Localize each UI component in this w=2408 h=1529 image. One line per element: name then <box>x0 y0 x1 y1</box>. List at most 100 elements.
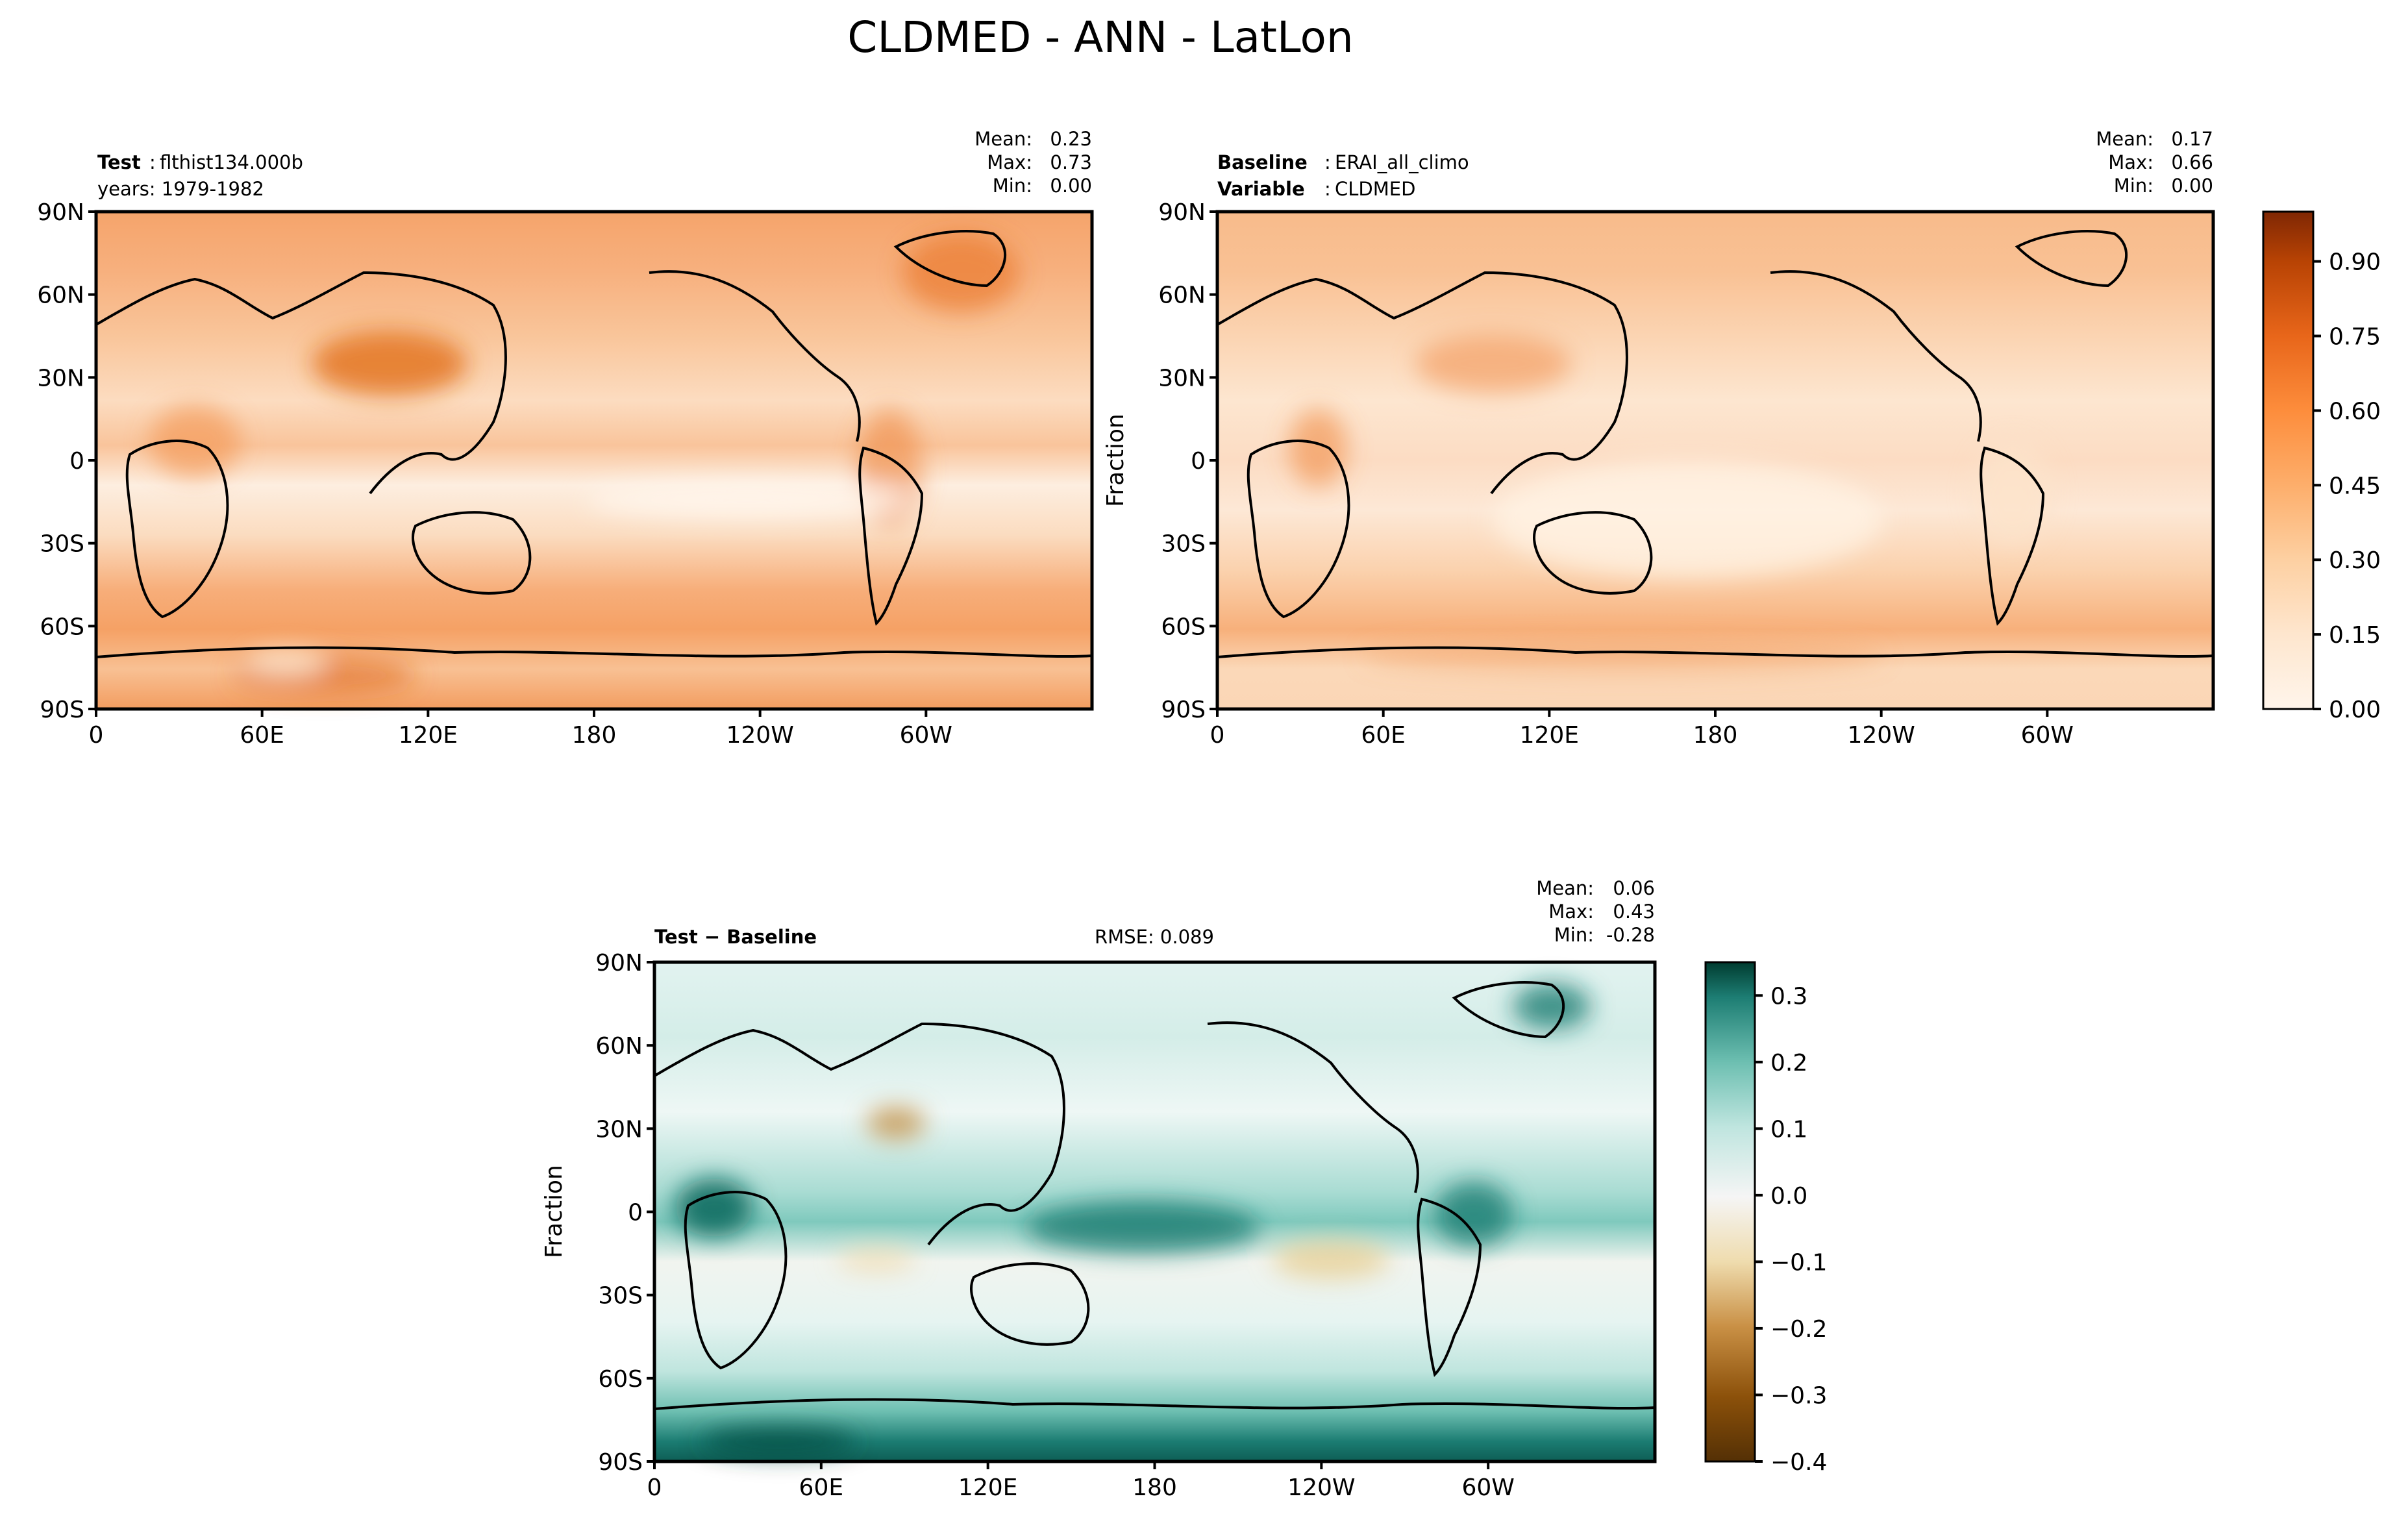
baseline-ytick-label: 0 <box>1191 448 1206 475</box>
baseline-min-label: Min: <box>2114 175 2154 197</box>
difference-xtick-label: 0 <box>647 1474 662 1501</box>
test-max-value: 0.73 <box>1050 151 1092 173</box>
sequential-colorbar-tick-label: 0.60 <box>2329 398 2381 425</box>
diverging-colorbar-tick-label: 0.1 <box>1770 1116 1807 1143</box>
variable-label-value: CLDMED <box>1335 178 1415 200</box>
diverging-colorbar-tick-label: −0.4 <box>1770 1449 1827 1476</box>
baseline-ytick-label: 60N <box>1158 282 1206 309</box>
diverging-colorbar <box>1704 961 1756 1463</box>
baseline-field-features <box>1289 334 2052 672</box>
sequential-colorbar-ticks: 0.00 0.15 0.30 0.45 0.60 0.75 0.90 <box>2313 249 2381 723</box>
test-xtick-label: 60W <box>900 722 952 749</box>
diverging-colorbar-tick-label: −0.2 <box>1770 1316 1827 1343</box>
difference-field-features <box>675 984 1591 1456</box>
difference-coastlines <box>654 981 1656 1410</box>
test-ytick-label: 90S <box>40 697 84 723</box>
baseline-mean-value: 0.17 <box>2171 128 2213 150</box>
difference-ytick-label: 90N <box>595 950 643 976</box>
difference-ytick-label: 60N <box>595 1033 643 1060</box>
difference-ytick-label: 30N <box>595 1116 643 1143</box>
difference-xtick-label: 60W <box>1461 1474 1514 1501</box>
difference-min-value: -0.28 <box>1606 924 1655 946</box>
baseline-xtick-label: 120W <box>1848 722 1915 749</box>
difference-axes: 0 60E 120E 180 120W 60W 90N 60N 30N 0 30S 60S 90S <box>595 950 1515 1501</box>
baseline-xtick-label: 60E <box>1361 722 1406 749</box>
baseline-xtick-label: 60W <box>2021 722 2074 749</box>
diverging-colorbar-tick-label: 0.2 <box>1770 1050 1807 1076</box>
baseline-coastlines <box>1217 230 2214 658</box>
difference-ytick-label: 90S <box>598 1449 643 1476</box>
panel-test: 0 60E 120E 180 120W 60W 90N 60N 30N 0 30S 60S 90S Te… <box>37 128 1094 749</box>
sequential-colorbar-tick-label: 0.75 <box>2329 324 2381 351</box>
test-coastlines <box>95 230 1093 658</box>
difference-max-label: Max: <box>1548 901 1594 923</box>
baseline-field-background <box>1217 212 2213 709</box>
difference-label-bold: Test − Baseline <box>654 926 817 948</box>
panel-difference: 0 60E 120E 180 120W 60W 90N 60N 30N 0 30S 60S 90S Fr… <box>541 877 1827 1501</box>
baseline-label-bold: Baseline <box>1217 151 1308 173</box>
baseline-ytick-label: 90N <box>1158 199 1206 226</box>
difference-xtick-label: 60E <box>799 1474 844 1501</box>
baseline-map-field <box>1217 212 2214 709</box>
test-ytick-label: 0 <box>69 448 84 475</box>
difference-xtick-label: 120W <box>1287 1474 1355 1501</box>
test-years-label: years: 1979-1982 <box>97 178 264 200</box>
baseline-ytick-label: 90S <box>1161 697 1206 723</box>
baseline-min-value: 0.00 <box>2171 175 2213 197</box>
baseline-xtick-label: 0 <box>1210 722 1225 749</box>
sequential-colorbar-tick-label: 0.45 <box>2329 473 2381 499</box>
test-xtick-label: 120E <box>399 722 458 749</box>
test-label-bold: Test <box>97 151 141 173</box>
difference-xtick-label: 120E <box>958 1474 1017 1501</box>
test-label-value: flthist134.000b <box>160 151 303 173</box>
test-field-features <box>149 234 1019 693</box>
diverging-colorbar-tick-label: −0.3 <box>1770 1382 1827 1409</box>
test-ytick-label: 60N <box>37 282 84 309</box>
baseline-ytick-label: 30N <box>1158 365 1206 392</box>
test-xtick-label: 0 <box>89 722 104 749</box>
baseline-ytick-label: 30S <box>1161 531 1206 558</box>
baseline-ylabel: Fraction <box>1102 414 1129 507</box>
difference-ytick-label: 60S <box>598 1366 643 1393</box>
difference-ylabel: Fraction <box>541 1165 567 1258</box>
figure-title: CLDMED - ANN - LatLon <box>847 12 1354 62</box>
baseline-ytick-label: 60S <box>1161 614 1206 640</box>
diverging-colorbar-ticks: 0.3 0.2 0.1 0.0 −0.1 −0.2 −0.3 −0.4 <box>1755 983 1827 1476</box>
baseline-xtick-label: 180 <box>1693 722 1738 749</box>
test-ytick-label: 30S <box>40 531 84 558</box>
difference-ytick-label: 30S <box>598 1283 643 1310</box>
test-xtick-label: 60E <box>240 722 284 749</box>
sequential-colorbar <box>2262 210 2315 710</box>
baseline-max-label: Max: <box>2108 151 2154 173</box>
test-mean-value: 0.23 <box>1050 128 1092 150</box>
panel-baseline: 0 60E 120E 180 120W 60W 90N 60N 30N 0 30S 60S 90S Fr… <box>1102 128 2381 749</box>
variable-label-bold: Variable <box>1217 178 1305 200</box>
test-axes: 0 60E 120E 180 120W 60W 90N 60N 30N 0 30S 60S 90S <box>37 199 952 749</box>
difference-max-value: 0.43 <box>1613 901 1655 923</box>
test-ytick-label: 30N <box>37 365 84 392</box>
sequential-colorbar-tick-label: 0.30 <box>2329 547 2381 574</box>
test-ytick-label: 90N <box>37 199 84 226</box>
test-ytick-label: 60S <box>40 614 84 640</box>
test-min-value: 0.00 <box>1050 175 1092 197</box>
sequential-colorbar-tick-label: 0.15 <box>2329 622 2381 649</box>
sequential-colorbar-tick-label: 0.00 <box>2329 697 2381 723</box>
test-label-colon: : <box>149 151 156 173</box>
baseline-label-value: ERAI_all_climo <box>1335 151 1469 173</box>
difference-map-field <box>654 962 1656 1461</box>
rmse-label: RMSE: 0.089 <box>1095 926 1214 948</box>
sequential-colorbar-tick-label: 0.90 <box>2329 249 2381 276</box>
diverging-colorbar-tick-label: 0.3 <box>1770 983 1807 1010</box>
variable-label-colon: : <box>1324 178 1331 200</box>
difference-xtick-label: 180 <box>1132 1474 1177 1501</box>
test-max-label: Max: <box>987 151 1032 173</box>
test-map-field <box>95 212 1093 709</box>
difference-mean-label: Mean: <box>1536 877 1594 899</box>
difference-ytick-label: 0 <box>628 1200 643 1226</box>
baseline-axes: 0 60E 120E 180 120W 60W 90N 60N 30N 0 30S 60S 90S <box>1158 199 2074 749</box>
test-xtick-label: 120W <box>726 722 794 749</box>
diverging-colorbar-tick-label: −0.1 <box>1770 1249 1827 1276</box>
test-min-label: Min: <box>993 175 1032 197</box>
difference-min-label: Min: <box>1554 924 1594 946</box>
